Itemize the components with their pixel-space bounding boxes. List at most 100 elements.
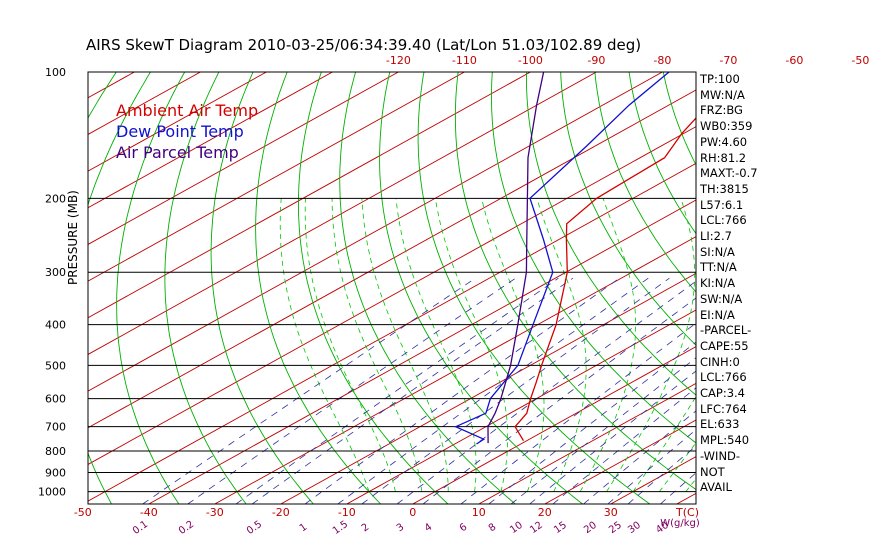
mixing-ratio-line [337, 277, 649, 504]
mixing-ratio-label: 15 [552, 520, 569, 536]
pressure-tick-label: 900 [45, 466, 66, 479]
mixing-ratio-label: 0.2 [177, 519, 196, 537]
mixing-ratio-label: 0.5 [245, 519, 264, 537]
moist-adiabat-line [579, 198, 637, 492]
dew-point-temp-line [454, 72, 670, 445]
dry-adiabat-line [628, 72, 696, 235]
mixing-ratio-line [552, 387, 696, 504]
isotherm-line [88, 72, 135, 99]
isotherm-line [148, 199, 696, 504]
stability-index-item: TH:3815 [700, 181, 749, 196]
dry-adiabat-line [298, 72, 449, 504]
bottom-temperature-tick-label: 20 [538, 506, 552, 519]
dry-adiabat-line [255, 72, 382, 504]
stability-index-item: -PARCEL- [700, 323, 752, 338]
stability-index-item: MAXT:-0.7 [700, 166, 758, 181]
mixing-ratio-line [422, 297, 696, 504]
stability-index-item: EI:N/A [700, 307, 735, 322]
dry-adiabat-line [560, 72, 696, 346]
stability-index-item: CINH:0 [700, 354, 740, 369]
background-lines [88, 72, 870, 504]
dry-adiabat-line [834, 72, 870, 504]
mixing-ratio-line [460, 322, 696, 504]
isotherm-line [743, 72, 870, 504]
moist-adiabat-line [481, 198, 545, 492]
mixing-ratio-label: 30 [626, 520, 643, 536]
stability-index-item: LCL:766 [700, 370, 747, 385]
isotherm-line [88, 72, 399, 245]
isotherm-line [88, 72, 333, 209]
mixing-ratio-line [187, 277, 516, 504]
pressure-tick-label: 700 [45, 421, 66, 434]
legend-air-parcel-temp: Air Parcel Temp [116, 143, 239, 162]
dry-adiabat-line [164, 72, 247, 504]
mixing-ratio-line [361, 277, 670, 504]
dry-adiabat-line [339, 72, 516, 504]
mixing-ratio-line [304, 277, 620, 504]
stability-index-item: KI:N/A [700, 276, 736, 291]
stability-index-list: TP:100 MW:N/A FRZ:BG WB0:359 PW:4.60 RH:81.2 M… [700, 72, 758, 496]
isotherm-line [412, 346, 696, 504]
top-temperature-tick-label: -120 [386, 54, 411, 67]
isotherm-line [88, 162, 696, 502]
ambient-air-temp-line [514, 117, 696, 442]
chart-legend: Ambient Air Temp Dew Point Temp Air Parc… [116, 100, 258, 163]
pressure-tick-label: 400 [45, 319, 66, 332]
bottom-temperature-tick-label: -40 [140, 506, 158, 519]
stability-index-item: FRZ:BG [700, 103, 743, 118]
legend-ambient-air-temp: Ambient Air Temp [116, 101, 259, 120]
dry-adiabat-line [116, 72, 186, 504]
mixing-ratio-label: 3 [395, 522, 407, 535]
mixing-ratio-line [235, 277, 559, 504]
mixing-ratio-unit-label: W(g/kg) [660, 518, 700, 529]
bottom-temperature-tick-label: -10 [338, 506, 356, 519]
stability-index-item: LFC:764 [700, 401, 747, 416]
dry-adiabat-line [800, 72, 870, 504]
stability-index-item: EL:633 [700, 417, 740, 432]
bottom-temperature-tick-label: 0 [409, 506, 416, 519]
stability-index-item: L57:6.1 [700, 197, 744, 212]
stability-index-item: LCL:766 [700, 213, 747, 228]
mixing-ratio-label: 2 [360, 522, 372, 535]
stability-index-item: MPL:540 [700, 433, 750, 448]
stability-index-item: MW:N/A [700, 87, 745, 102]
isotherm-line [88, 89, 696, 429]
top-temperature-tick-label: -110 [452, 54, 477, 67]
y-axis-label: PRESSURE (MB) [66, 190, 80, 285]
legend-dew-point-temp: Dew Point Temp [116, 122, 244, 141]
bottom-temperature-tick-label: 30 [604, 506, 618, 519]
chart-title: AIRS SkewT Diagram 2010-03-25/06:34:39.4… [86, 36, 642, 54]
bottom-temperature-tick-label: -20 [272, 506, 290, 519]
stability-index-item: RH:81.2 [700, 150, 747, 165]
dry-adiabat-line [766, 72, 870, 504]
plot-border [87, 71, 697, 505]
stability-index-item: AVAIL [700, 480, 732, 495]
stability-index-item: CAP:3.4 [700, 386, 745, 401]
stability-index-item: WB0:359 [700, 119, 753, 134]
stability-index-item: PW:4.60 [700, 134, 748, 149]
top-temperature-tick-label: -90 [587, 54, 605, 67]
mixing-ratio-line [142, 277, 476, 504]
top-temperature-tick-label: -60 [785, 54, 803, 67]
mixing-ratio-label: 4 [423, 522, 435, 535]
air-parcel-temp-line [487, 72, 545, 444]
isotherm-line [478, 382, 696, 504]
dry-adiabat-line [526, 72, 696, 396]
mixing-ratio-label: 1.5 [331, 519, 350, 537]
moist-adiabat-line [606, 198, 696, 492]
pressure-tick-label: 1000 [38, 486, 66, 499]
profile-series [454, 72, 696, 445]
isotherm-line [280, 272, 696, 504]
dry-adiabat-line [662, 72, 696, 166]
dry-adiabat-line [88, 72, 117, 119]
mixing-ratio-line [396, 280, 696, 504]
pressure-tick-label: 300 [45, 266, 66, 279]
stability-index-item: NOT [700, 464, 725, 479]
isotherm-line [88, 72, 267, 172]
mixing-ratio-line [251, 277, 574, 504]
pressure-tick-label: 500 [45, 359, 66, 372]
dry-adiabat-line [454, 72, 696, 491]
bottom-temperature-tick-label: -50 [74, 506, 92, 519]
